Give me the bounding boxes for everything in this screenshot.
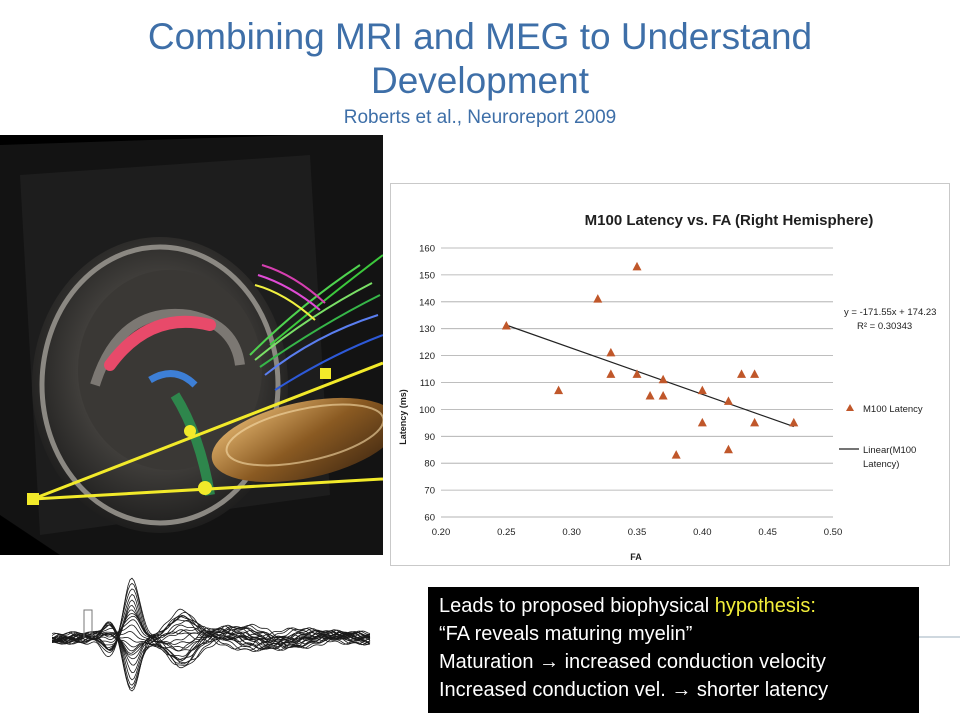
- data-point: [697, 417, 707, 427]
- y-tick-label: 90: [424, 432, 435, 443]
- hypothesis-line-3: Maturation → increased conduction veloci…: [439, 651, 826, 673]
- x-tick-label: 0.25: [497, 527, 516, 538]
- y-tick-label: 160: [419, 244, 435, 255]
- gridlines: [441, 247, 833, 518]
- meg-trace: [52, 613, 371, 646]
- x-tick-label: 0.45: [758, 527, 777, 538]
- data-point: [671, 450, 681, 459]
- brain-mri-tractography-image: [0, 135, 383, 555]
- y-tick-label: 150: [419, 270, 435, 281]
- legend-triangle-marker: [846, 404, 854, 411]
- trend-r-squared: R² = 0.30343: [857, 321, 912, 332]
- meg-trace: [52, 577, 371, 665]
- x-tick-label: 0.35: [628, 527, 647, 538]
- data-point: [632, 261, 642, 271]
- hypothesis-prefix: Leads to proposed biophysical: [439, 595, 715, 617]
- x-tick-label: 0.50: [824, 527, 843, 538]
- y-tick-labels: 60 70 80 90 100 110 120 130 140 150 160: [419, 244, 435, 524]
- y-tick-label: 110: [420, 378, 435, 389]
- scatter-chart: M100 Latency vs. FA (Right Hemisphere) 6…: [398, 212, 936, 562]
- hypothesis-line-2: “FA reveals maturing myelin”: [439, 623, 693, 645]
- decorative-rule: [919, 636, 960, 638]
- data-point: [632, 369, 642, 378]
- data-point: [554, 385, 564, 395]
- y-tick-label: 100: [419, 405, 435, 416]
- chart-title: M100 Latency vs. FA (Right Hemisphere): [585, 212, 874, 229]
- data-point: [750, 417, 760, 427]
- meg-trace: [52, 615, 371, 652]
- slide-title-line1: Combining MRI and MEG to Understand: [147, 16, 813, 57]
- hypothesis-line-4: Increased conduction vel. → shorter late…: [439, 679, 829, 701]
- legend-linear-label-1: Linear(M100: [863, 445, 916, 456]
- y-tick-label: 120: [419, 351, 435, 362]
- data-point: [750, 369, 760, 378]
- data-point: [697, 385, 707, 395]
- x-tick-label: 0.20: [432, 527, 451, 538]
- meg-trace: [52, 614, 371, 689]
- meg-trace: [52, 622, 371, 686]
- chart-frame: M100 Latency vs. FA (Right Hemisphere) 6…: [390, 183, 950, 566]
- data-point: [737, 369, 747, 378]
- meg-trace: [52, 582, 371, 669]
- trendline: [506, 324, 794, 428]
- legend-linear-label-2: Latency): [863, 459, 899, 470]
- y-tick-label: 80: [424, 459, 435, 470]
- x-tick-label: 0.40: [693, 527, 712, 538]
- hypothesis-line-1: Leads to proposed biophysical hypothesis…: [439, 592, 919, 620]
- y-axis-label: Latency (ms): [398, 389, 408, 445]
- y-tick-label: 130: [419, 324, 435, 335]
- data-points: [501, 261, 799, 459]
- x-tick-labels: 0.20 0.25 0.30 0.35 0.40 0.45 0.50: [432, 527, 843, 538]
- meg-trace: [52, 588, 371, 661]
- citation: Roberts et al., Neuroreport 2009: [343, 107, 617, 128]
- hypothesis-highlight: hypothesis:: [714, 595, 816, 617]
- data-point: [723, 396, 733, 405]
- data-point: [658, 374, 668, 384]
- data-point: [501, 321, 511, 330]
- meg-trace: [52, 608, 370, 692]
- data-point: [606, 369, 616, 378]
- trend-equation: y = -171.55x + 174.23: [844, 307, 936, 318]
- meg-waveform-image: [52, 577, 371, 692]
- data-point: [658, 390, 668, 400]
- hypothesis-box: Leads to proposed biophysical hypothesis…: [428, 587, 919, 713]
- y-tick-label: 60: [424, 513, 435, 524]
- x-axis-label: FA: [630, 552, 642, 562]
- data-point: [593, 294, 603, 303]
- meg-trace: [52, 629, 371, 656]
- data-point: [606, 347, 616, 357]
- data-point: [645, 390, 655, 400]
- y-tick-label: 70: [424, 486, 435, 497]
- y-tick-label: 140: [419, 297, 435, 308]
- trendline-group: [506, 324, 794, 428]
- data-point: [789, 417, 799, 427]
- meg-trace: [52, 621, 371, 674]
- x-tick-label: 0.30: [562, 527, 581, 538]
- data-point: [723, 444, 733, 454]
- legend-m100-latency: M100 Latency: [863, 404, 923, 415]
- slide-title-line2: Development: [370, 60, 589, 101]
